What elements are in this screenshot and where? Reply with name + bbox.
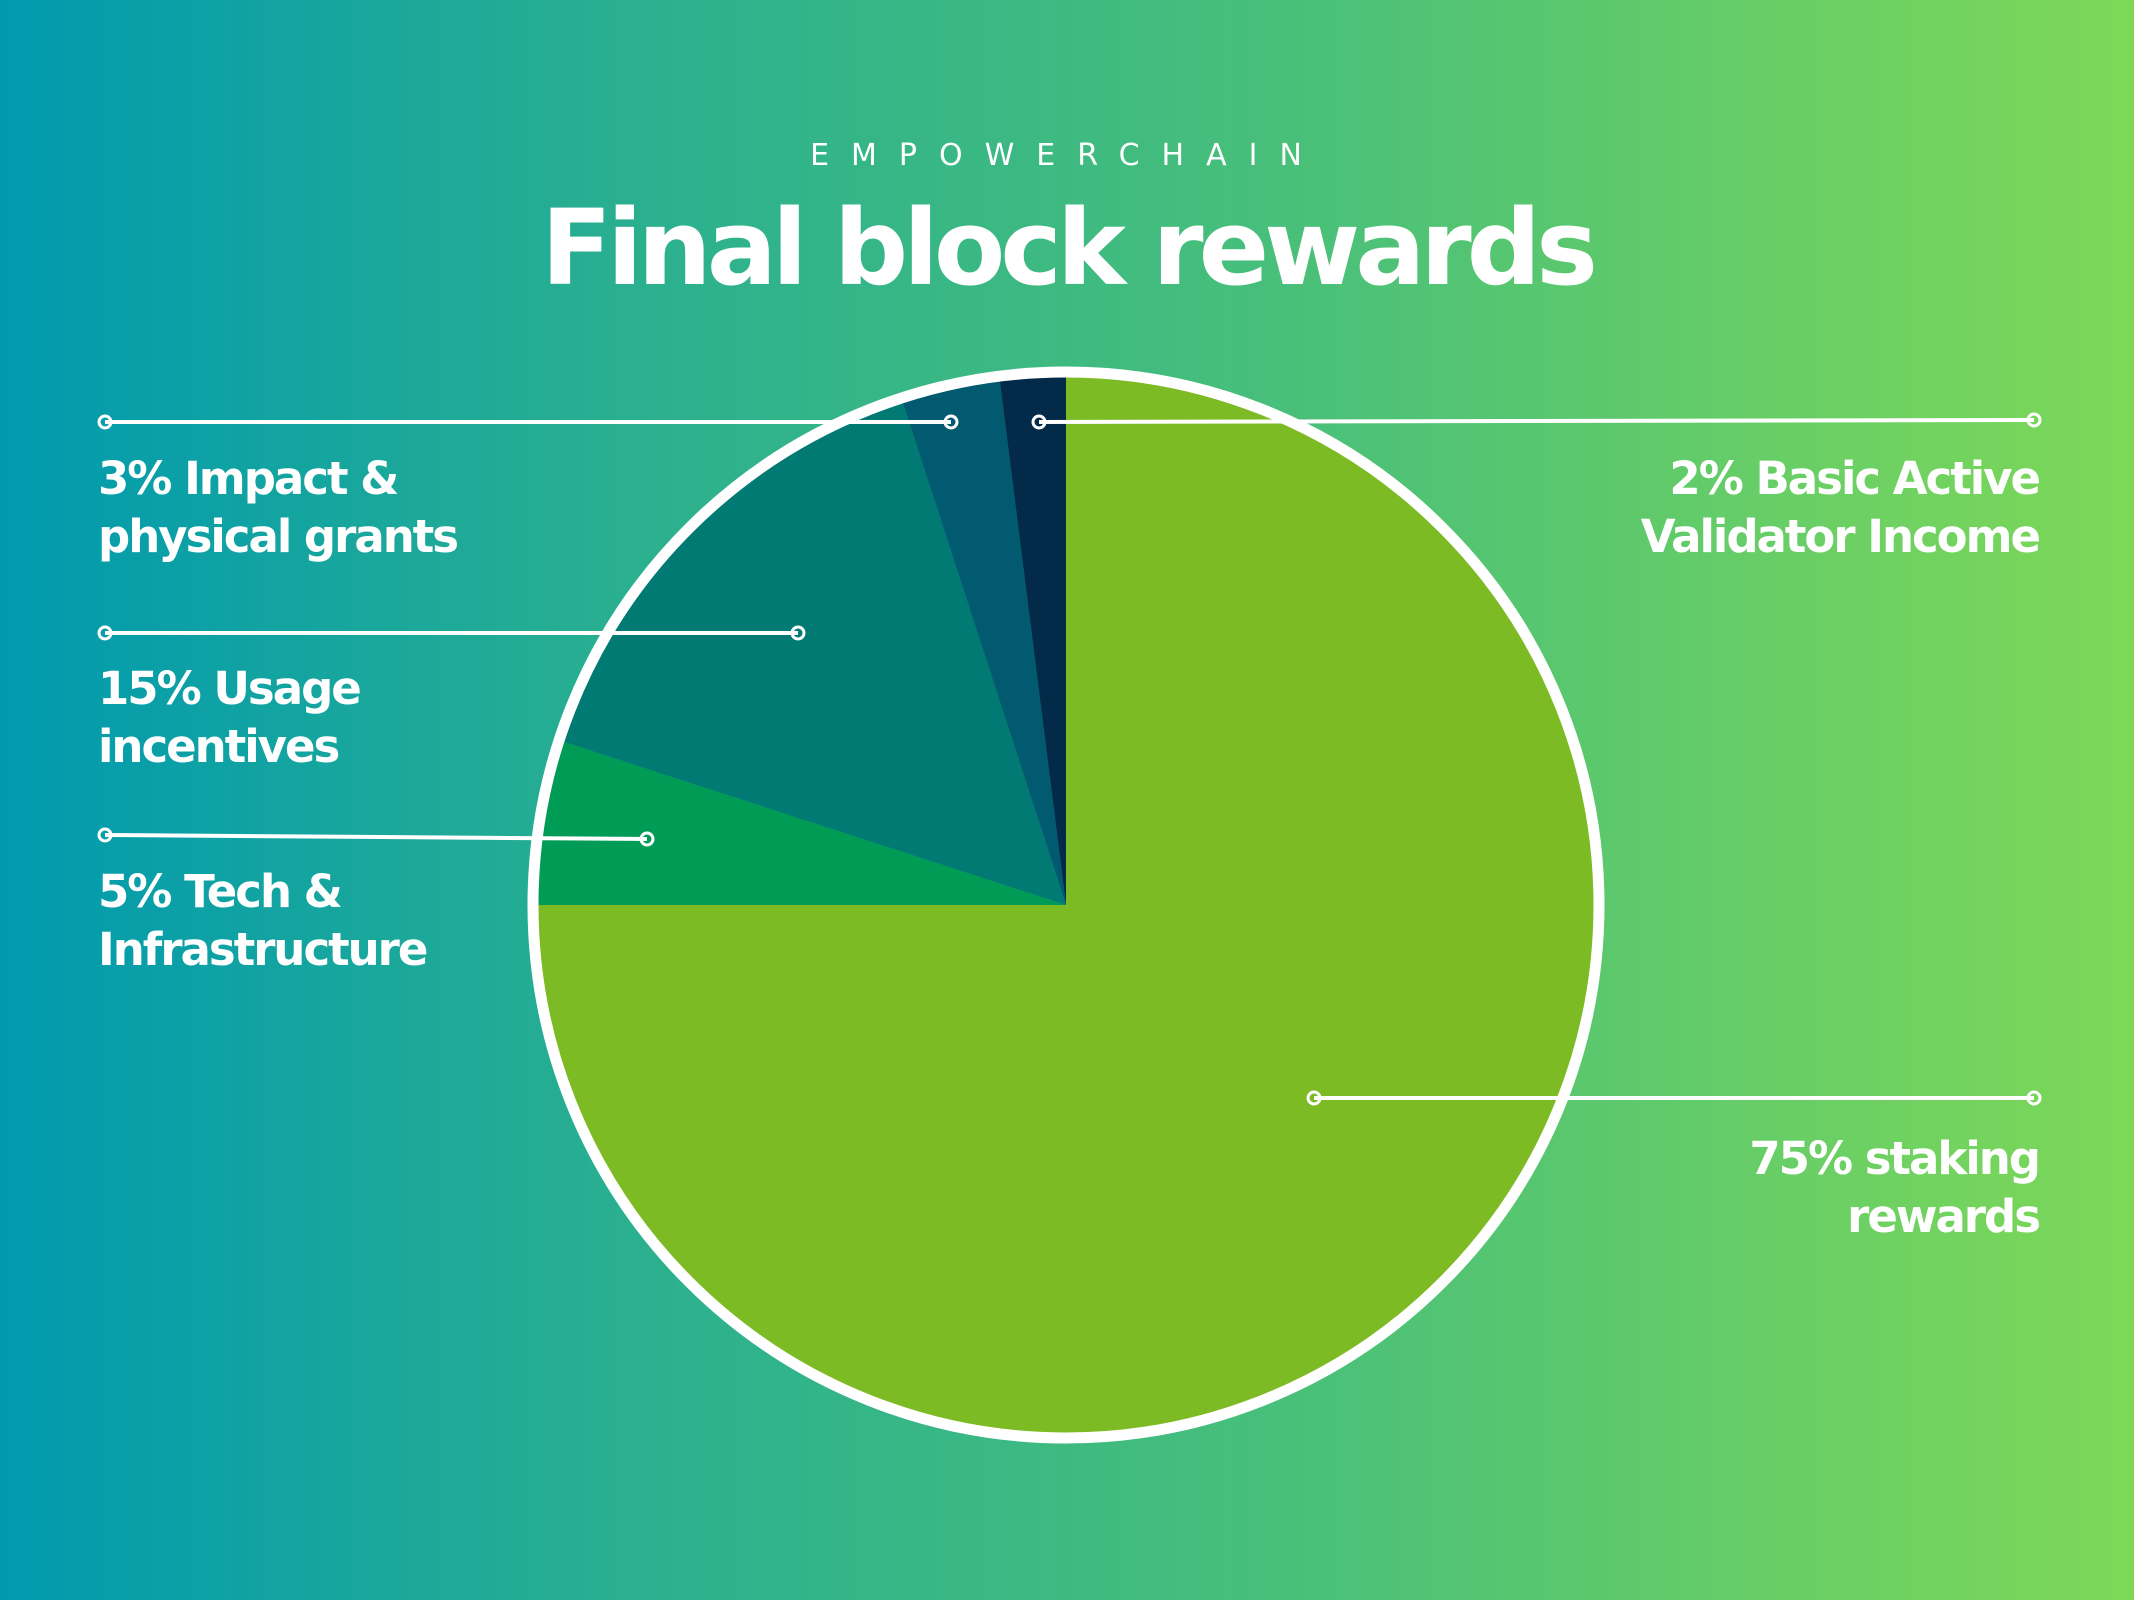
pie-slice-validator — [999, 372, 1066, 905]
slice-label-tech: 5% Tech & Infrastructure — [98, 865, 428, 976]
leader-staking — [1306, 1090, 2042, 1106]
leader-validator — [1031, 412, 2042, 430]
pie-slice-impact — [901, 376, 1066, 905]
leader-impact — [97, 414, 959, 430]
brand-name: EMPOWERCHAIN — [810, 138, 1324, 173]
pie-slice-tech — [533, 740, 1066, 905]
slice-label-staking: 75% staking rewards — [1749, 1132, 2041, 1243]
pie-outline — [527, 366, 1605, 1444]
slice-label-usage: 15% Usage incentives — [98, 662, 362, 773]
leader-tech — [97, 827, 655, 847]
slice-label-impact: 3% Impact & physical grants — [98, 452, 459, 563]
slice-label-validator: 2% Basic Active Validator Income — [1640, 452, 2041, 563]
pie-slice-usage — [559, 398, 1066, 905]
leader-usage — [97, 625, 806, 641]
chart-title: Final block rewards — [540, 187, 1598, 309]
